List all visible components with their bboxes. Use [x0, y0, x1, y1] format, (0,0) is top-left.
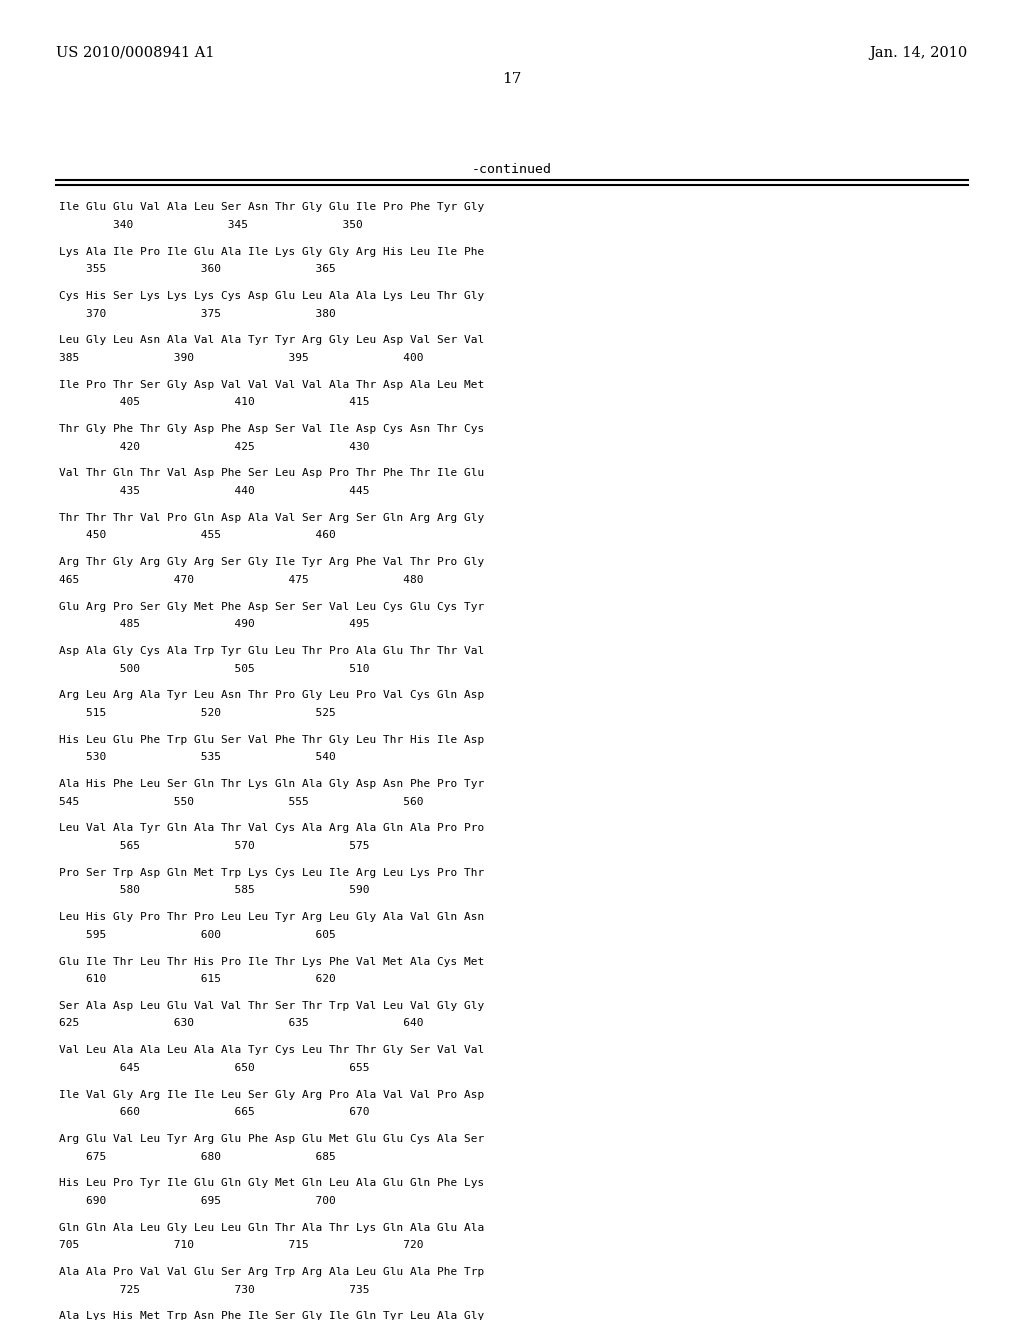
Text: 625              630              635              640: 625 630 635 640 — [59, 1019, 424, 1028]
Text: Ala His Phe Leu Ser Gln Thr Lys Gln Ala Gly Asp Asn Phe Pro Tyr: Ala His Phe Leu Ser Gln Thr Lys Gln Ala … — [59, 779, 484, 789]
Text: Leu Gly Leu Asn Ala Val Ala Tyr Tyr Arg Gly Leu Asp Val Ser Val: Leu Gly Leu Asn Ala Val Ala Tyr Tyr Arg … — [59, 335, 484, 346]
Text: 595              600              605: 595 600 605 — [59, 929, 336, 940]
Text: Val Thr Gln Thr Val Asp Phe Ser Leu Asp Pro Thr Phe Thr Ile Glu: Val Thr Gln Thr Val Asp Phe Ser Leu Asp … — [59, 469, 484, 478]
Text: 690              695              700: 690 695 700 — [59, 1196, 336, 1206]
Text: Thr Gly Phe Thr Gly Asp Phe Asp Ser Val Ile Asp Cys Asn Thr Cys: Thr Gly Phe Thr Gly Asp Phe Asp Ser Val … — [59, 424, 484, 434]
Text: 545              550              555              560: 545 550 555 560 — [59, 797, 424, 807]
Text: Ile Val Gly Arg Ile Ile Leu Ser Gly Arg Pro Ala Val Val Pro Asp: Ile Val Gly Arg Ile Ile Leu Ser Gly Arg … — [59, 1089, 484, 1100]
Text: Ala Lys His Met Trp Asn Phe Ile Ser Gly Ile Gln Tyr Leu Ala Gly: Ala Lys His Met Trp Asn Phe Ile Ser Gly … — [59, 1312, 484, 1320]
Text: 385              390              395              400: 385 390 395 400 — [59, 352, 424, 363]
Text: Ile Glu Glu Val Ala Leu Ser Asn Thr Gly Glu Ile Pro Phe Tyr Gly: Ile Glu Glu Val Ala Leu Ser Asn Thr Gly … — [59, 202, 484, 213]
Text: 725              730              735: 725 730 735 — [59, 1284, 370, 1295]
Text: 580              585              590: 580 585 590 — [59, 886, 370, 895]
Text: Ala Ala Pro Val Val Glu Ser Arg Trp Arg Ala Leu Glu Ala Phe Trp: Ala Ala Pro Val Val Glu Ser Arg Trp Arg … — [59, 1267, 484, 1276]
Text: 500              505              510: 500 505 510 — [59, 664, 370, 673]
Text: Pro Ser Trp Asp Gln Met Trp Lys Cys Leu Ile Arg Leu Lys Pro Thr: Pro Ser Trp Asp Gln Met Trp Lys Cys Leu … — [59, 867, 484, 878]
Text: -continued: -continued — [472, 164, 552, 176]
Text: 355              360              365: 355 360 365 — [59, 264, 336, 275]
Text: Arg Leu Arg Ala Tyr Leu Asn Thr Pro Gly Leu Pro Val Cys Gln Asp: Arg Leu Arg Ala Tyr Leu Asn Thr Pro Gly … — [59, 690, 484, 701]
Text: US 2010/0008941 A1: US 2010/0008941 A1 — [56, 46, 215, 59]
Text: 17: 17 — [503, 71, 521, 86]
Text: His Leu Pro Tyr Ile Glu Gln Gly Met Gln Leu Ala Glu Gln Phe Lys: His Leu Pro Tyr Ile Glu Gln Gly Met Gln … — [59, 1179, 484, 1188]
Text: Lys Ala Ile Pro Ile Glu Ala Ile Lys Gly Gly Arg His Leu Ile Phe: Lys Ala Ile Pro Ile Glu Ala Ile Lys Gly … — [59, 247, 484, 256]
Text: Ser Ala Asp Leu Glu Val Val Thr Ser Thr Trp Val Leu Val Gly Gly: Ser Ala Asp Leu Glu Val Val Thr Ser Thr … — [59, 1001, 484, 1011]
Text: 610              615              620: 610 615 620 — [59, 974, 336, 985]
Text: 465              470              475              480: 465 470 475 480 — [59, 574, 424, 585]
Text: Glu Arg Pro Ser Gly Met Phe Asp Ser Ser Val Leu Cys Glu Cys Tyr: Glu Arg Pro Ser Gly Met Phe Asp Ser Ser … — [59, 602, 484, 611]
Text: 515              520              525: 515 520 525 — [59, 708, 336, 718]
Text: 660              665              670: 660 665 670 — [59, 1107, 370, 1117]
Text: Leu Val Ala Tyr Gln Ala Thr Val Cys Ala Arg Ala Gln Ala Pro Pro: Leu Val Ala Tyr Gln Ala Thr Val Cys Ala … — [59, 824, 484, 833]
Text: 565              570              575: 565 570 575 — [59, 841, 370, 851]
Text: Ile Pro Thr Ser Gly Asp Val Val Val Val Ala Thr Asp Ala Leu Met: Ile Pro Thr Ser Gly Asp Val Val Val Val … — [59, 380, 484, 389]
Text: 340              345              350: 340 345 350 — [59, 220, 364, 230]
Text: 370              375              380: 370 375 380 — [59, 309, 336, 318]
Text: Cys His Ser Lys Lys Lys Cys Asp Glu Leu Ala Ala Lys Leu Thr Gly: Cys His Ser Lys Lys Lys Cys Asp Glu Leu … — [59, 290, 484, 301]
Text: 485              490              495: 485 490 495 — [59, 619, 370, 630]
Text: 450              455              460: 450 455 460 — [59, 531, 336, 540]
Text: 705              710              715              720: 705 710 715 720 — [59, 1241, 424, 1250]
Text: 530              535              540: 530 535 540 — [59, 752, 336, 762]
Text: Gln Gln Ala Leu Gly Leu Leu Gln Thr Ala Thr Lys Gln Ala Glu Ala: Gln Gln Ala Leu Gly Leu Leu Gln Thr Ala … — [59, 1222, 484, 1233]
Text: 645              650              655: 645 650 655 — [59, 1063, 370, 1073]
Text: Arg Thr Gly Arg Gly Arg Ser Gly Ile Tyr Arg Phe Val Thr Pro Gly: Arg Thr Gly Arg Gly Arg Ser Gly Ile Tyr … — [59, 557, 484, 568]
Text: Val Leu Ala Ala Leu Ala Ala Tyr Cys Leu Thr Thr Gly Ser Val Val: Val Leu Ala Ala Leu Ala Ala Tyr Cys Leu … — [59, 1045, 484, 1055]
Text: Arg Glu Val Leu Tyr Arg Glu Phe Asp Glu Met Glu Glu Cys Ala Ser: Arg Glu Val Leu Tyr Arg Glu Phe Asp Glu … — [59, 1134, 484, 1144]
Text: 435              440              445: 435 440 445 — [59, 486, 370, 496]
Text: 675              680              685: 675 680 685 — [59, 1151, 336, 1162]
Text: Asp Ala Gly Cys Ala Trp Tyr Glu Leu Thr Pro Ala Glu Thr Thr Val: Asp Ala Gly Cys Ala Trp Tyr Glu Leu Thr … — [59, 645, 484, 656]
Text: Glu Ile Thr Leu Thr His Pro Ile Thr Lys Phe Val Met Ala Cys Met: Glu Ile Thr Leu Thr His Pro Ile Thr Lys … — [59, 957, 484, 966]
Text: Jan. 14, 2010: Jan. 14, 2010 — [869, 46, 968, 59]
Text: Leu His Gly Pro Thr Pro Leu Leu Tyr Arg Leu Gly Ala Val Gln Asn: Leu His Gly Pro Thr Pro Leu Leu Tyr Arg … — [59, 912, 484, 923]
Text: 420              425              430: 420 425 430 — [59, 442, 370, 451]
Text: 405              410              415: 405 410 415 — [59, 397, 370, 408]
Text: Thr Thr Thr Val Pro Gln Asp Ala Val Ser Arg Ser Gln Arg Arg Gly: Thr Thr Thr Val Pro Gln Asp Ala Val Ser … — [59, 513, 484, 523]
Text: His Leu Glu Phe Trp Glu Ser Val Phe Thr Gly Leu Thr His Ile Asp: His Leu Glu Phe Trp Glu Ser Val Phe Thr … — [59, 735, 484, 744]
